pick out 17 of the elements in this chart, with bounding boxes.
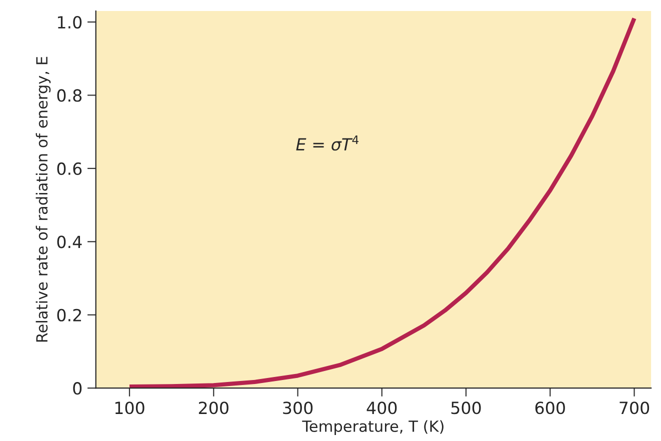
x-tick-label: 200 [198, 402, 228, 414]
x-tick-label: 400 [366, 402, 397, 414]
y-tick-label: 0 [73, 382, 82, 395]
x-axis-title: Temperature, T (K) [302, 420, 444, 435]
x-tick-label: 300 [283, 402, 313, 414]
x-tick-label: 100 [115, 402, 144, 414]
y-tick-label: 0.6 [57, 162, 82, 176]
y-tick-label: 1.0 [58, 16, 82, 29]
x-tick-label: 700 [620, 402, 650, 414]
line-series [127, 16, 636, 388]
y-axis-title: Relative rate of radiation of energy, E [36, 56, 51, 342]
y-tick-label: 0.2 [57, 308, 81, 322]
x-tick-label: 600 [535, 402, 565, 414]
y-tick-label: 0.8 [57, 89, 82, 102]
annotation: E = σT$^{4}$ [296, 136, 358, 151]
x-tick-label: 500 [451, 402, 481, 414]
y-tick-label: 0.4 [57, 236, 82, 248]
